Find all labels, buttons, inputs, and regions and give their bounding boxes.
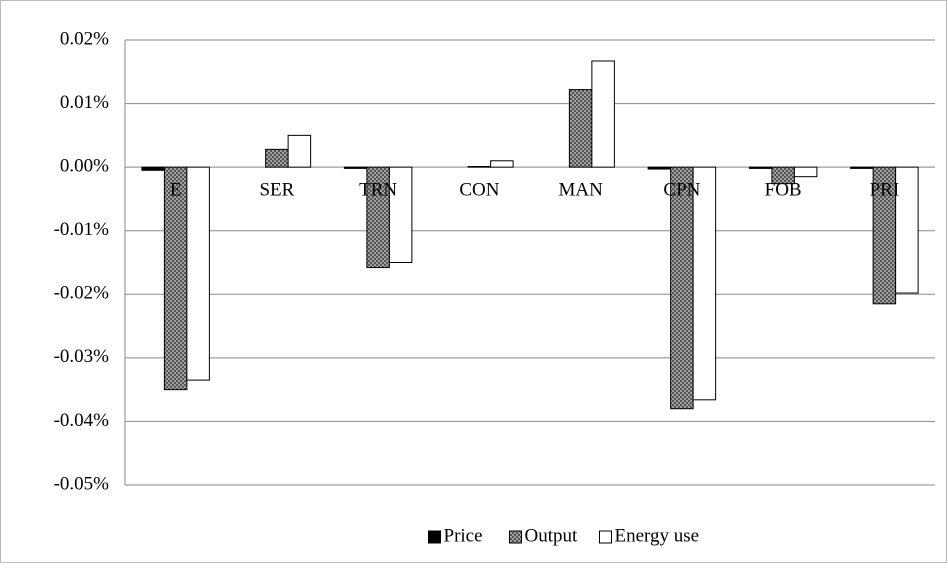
bar <box>186 166 210 381</box>
bar <box>467 166 492 168</box>
bar <box>793 166 818 178</box>
y-tick-label: 0.02% <box>60 28 109 49</box>
y-tick-label: -0.02% <box>54 283 110 304</box>
y-tick-label: -0.01% <box>54 219 110 240</box>
y-tick-label: -0.04% <box>54 410 110 431</box>
bar <box>692 166 717 401</box>
bar <box>388 166 413 263</box>
legend-swatch <box>599 530 612 544</box>
x-tick-label: SER <box>259 180 294 201</box>
bar <box>287 134 312 168</box>
bar <box>895 166 919 294</box>
bar <box>850 166 874 169</box>
x-tick-label: CON <box>459 180 499 201</box>
x-tick-label: E <box>170 180 182 201</box>
x-tick-label: TRN <box>359 180 397 201</box>
bar <box>647 166 672 170</box>
y-tick-label: -0.03% <box>54 346 110 367</box>
bar <box>670 166 694 410</box>
bar <box>343 166 368 169</box>
bar <box>141 166 165 171</box>
bar <box>591 60 615 168</box>
bar <box>265 148 289 168</box>
bar <box>163 166 188 391</box>
bar <box>490 160 514 168</box>
x-tick-label: MAN <box>558 180 603 201</box>
y-tick-label: -0.05% <box>54 473 110 494</box>
y-tick-label: 0.00% <box>60 156 109 177</box>
x-tick-label: PRI <box>870 180 900 201</box>
bar <box>748 166 773 169</box>
x-tick-label: CPN <box>663 180 700 201</box>
legend-swatch <box>428 530 441 544</box>
legend-swatch <box>509 530 522 544</box>
legend-label: Price <box>444 525 483 546</box>
bar <box>568 89 593 168</box>
legend-label: Energy use <box>615 525 700 546</box>
x-tick-label: FOB <box>765 180 802 201</box>
y-tick-label: 0.01% <box>60 92 109 113</box>
legend-label: Output <box>525 525 579 546</box>
